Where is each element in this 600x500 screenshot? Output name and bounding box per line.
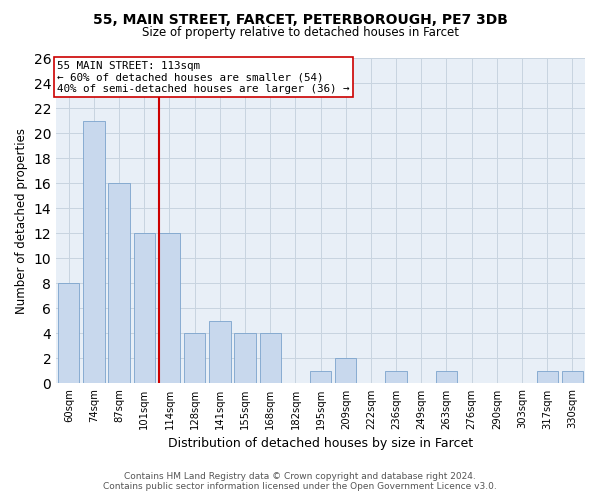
- Text: 55, MAIN STREET, FARCET, PETERBOROUGH, PE7 3DB: 55, MAIN STREET, FARCET, PETERBOROUGH, P…: [92, 12, 508, 26]
- Text: Contains HM Land Registry data © Crown copyright and database right 2024.
Contai: Contains HM Land Registry data © Crown c…: [103, 472, 497, 491]
- Bar: [83, 120, 104, 384]
- Text: 55 MAIN STREET: 113sqm
← 60% of detached houses are smaller (54)
40% of semi-det: 55 MAIN STREET: 113sqm ← 60% of detached…: [58, 60, 350, 94]
- Text: Size of property relative to detached houses in Farcet: Size of property relative to detached ho…: [142, 26, 458, 39]
- Bar: [436, 371, 457, 384]
- Y-axis label: Number of detached properties: Number of detached properties: [15, 128, 28, 314]
- Bar: [260, 334, 281, 384]
- Bar: [536, 371, 558, 384]
- Bar: [209, 321, 230, 384]
- Bar: [562, 371, 583, 384]
- Bar: [385, 371, 407, 384]
- Bar: [235, 334, 256, 384]
- Bar: [58, 284, 79, 384]
- Bar: [134, 233, 155, 384]
- Bar: [335, 358, 356, 384]
- Bar: [310, 371, 331, 384]
- X-axis label: Distribution of detached houses by size in Farcet: Distribution of detached houses by size …: [168, 437, 473, 450]
- Bar: [184, 334, 205, 384]
- Bar: [159, 233, 180, 384]
- Bar: [109, 183, 130, 384]
